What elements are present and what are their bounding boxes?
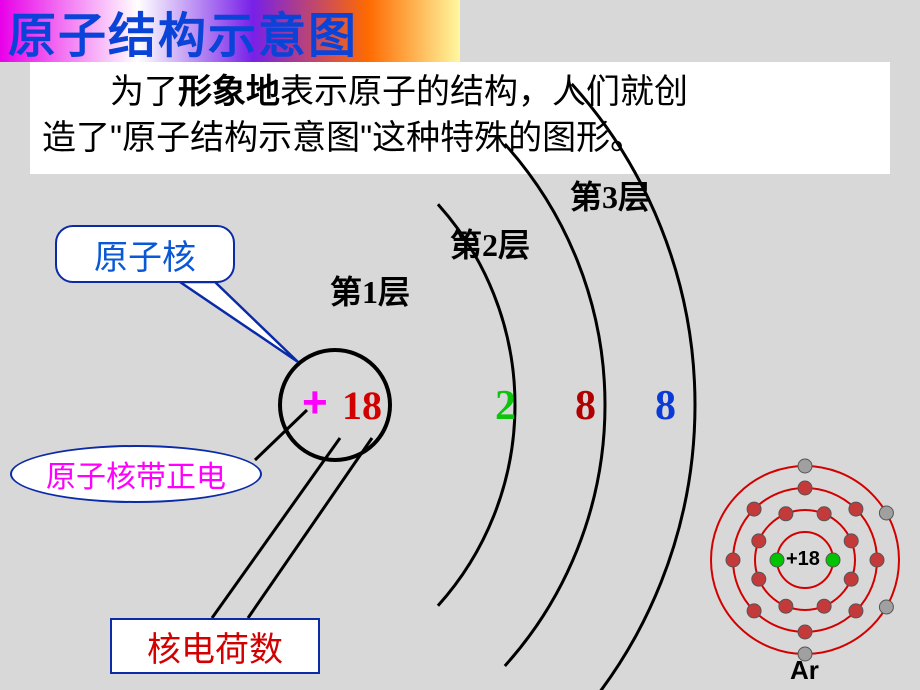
- desc-rest1: 表示原子的结构，人们就创: [280, 73, 688, 111]
- desc-line2: 造了"原子结构示意图"这种特殊的图形。: [42, 119, 644, 157]
- desc-prefix: 为了: [110, 73, 178, 111]
- page-title: 原子结构示意图: [8, 0, 358, 66]
- callout-nc-text: 核电荷数: [147, 622, 283, 671]
- title-bar: 原子结构示意图: [0, 0, 460, 62]
- callout-nucleus: 原子核: [55, 225, 235, 283]
- shell-electron-count-1: 2: [495, 382, 516, 430]
- shell-electron-count-2: 8: [575, 382, 596, 430]
- mini-atom-element-label: Ar: [790, 655, 819, 686]
- shell-label-3: 第3层: [570, 172, 650, 218]
- callout-tail-nucleus: [180, 282, 298, 362]
- shell-label-2: 第2层: [450, 220, 530, 266]
- desc-bold: 形象地: [178, 73, 280, 111]
- callout-nucleus-text: 原子核: [94, 230, 196, 279]
- nucleus-number: 18: [342, 382, 382, 429]
- nucleus-plus-sign: +: [302, 378, 328, 428]
- callout-charge-text: 原子核带正电: [46, 452, 226, 496]
- callout-positive-charge: 原子核带正电: [10, 445, 262, 503]
- mini-atom-center-text: +18: [786, 548, 820, 571]
- shell-electron-count-3: 8: [655, 382, 676, 430]
- callout-pointer-charge: [255, 410, 307, 460]
- callout-pointer-nc-2: [248, 438, 372, 618]
- description-box: 为了形象地表示原子的结构，人们就创 造了"原子结构示意图"这种特殊的图形。: [30, 62, 890, 174]
- callout-nuclear-charge-number: 核电荷数: [110, 618, 320, 674]
- description-text: 为了形象地表示原子的结构，人们就创 造了"原子结构示意图"这种特殊的图形。: [42, 70, 878, 162]
- shell-label-1: 第1层: [330, 267, 410, 313]
